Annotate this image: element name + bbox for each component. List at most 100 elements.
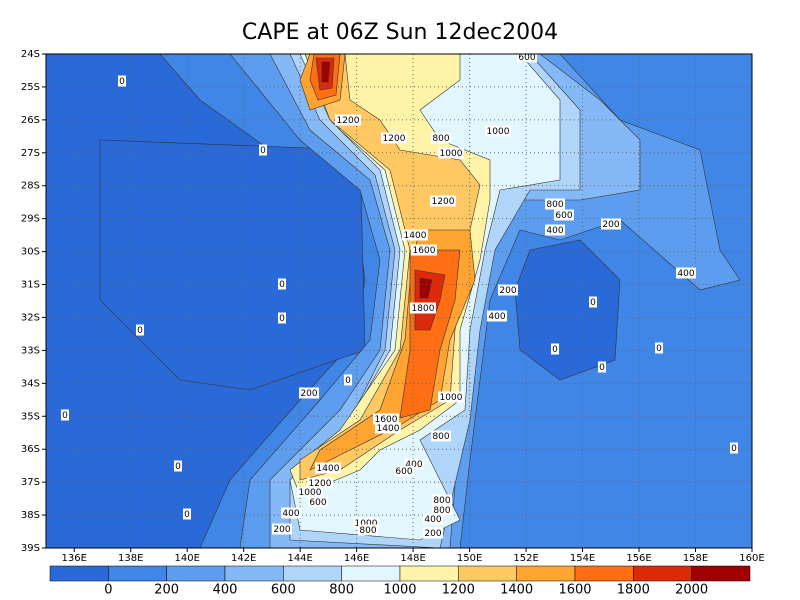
label-box	[61, 409, 69, 421]
colorbar-box	[224, 565, 284, 582]
label-box	[423, 513, 443, 525]
label-box	[411, 244, 437, 256]
contour-label: 400	[405, 460, 422, 470]
contour-label: 600	[309, 498, 326, 508]
colorbar-box	[49, 565, 109, 582]
label-box	[517, 51, 537, 63]
label-box	[183, 508, 191, 520]
label-box	[307, 477, 333, 489]
label-box	[118, 75, 126, 87]
colorbar-label: 400	[213, 583, 238, 598]
colorbar-label: 1400	[500, 583, 533, 598]
label-box	[438, 391, 464, 403]
colorbar-label: 200	[154, 583, 179, 598]
x-tick-label: 152E	[513, 553, 538, 564]
contour-label: 1200	[309, 479, 332, 489]
label-box	[381, 132, 407, 144]
label-box	[410, 302, 436, 314]
label-box	[281, 507, 301, 519]
label-box	[174, 460, 182, 472]
label-box	[344, 374, 352, 386]
contour-label: 200	[300, 389, 317, 399]
contour-label: 800	[433, 496, 450, 506]
contour-label: 1000	[487, 127, 510, 137]
label-box	[485, 125, 511, 137]
y-tick-label: 30S	[21, 247, 40, 258]
fill-region	[514, 239, 621, 381]
plot-frame	[45, 53, 753, 549]
label-box	[431, 132, 451, 144]
y-tick-label: 35S	[21, 411, 40, 422]
contour-label: 1200	[432, 197, 455, 207]
contour-label: 200	[424, 529, 441, 539]
label-box	[589, 296, 597, 308]
label-box	[404, 458, 424, 470]
contour-label: 0	[279, 280, 285, 290]
label-box	[432, 494, 452, 506]
y-tick-label: 36S	[21, 444, 40, 455]
colorbar-label: 1600	[558, 583, 591, 598]
label-box	[278, 278, 286, 290]
label-box	[308, 496, 328, 508]
label-box	[315, 462, 341, 474]
colorbar-box	[633, 565, 692, 582]
label-box	[551, 343, 559, 355]
label-box	[438, 147, 464, 159]
colorbar-label: 1200	[442, 583, 475, 598]
colorbar-box	[691, 565, 751, 582]
colorbar-label: 600	[271, 583, 296, 598]
label-box	[278, 312, 286, 324]
y-tick-label: 31S	[21, 280, 40, 291]
label-box	[373, 413, 399, 425]
x-tick-label: 138E	[118, 553, 143, 564]
label-box	[297, 486, 323, 498]
x-tick-label: 136E	[62, 553, 87, 564]
contour-label: 0	[552, 345, 558, 355]
x-tick-label: 156E	[626, 553, 651, 564]
colorbar-label: 0	[104, 583, 112, 598]
label-box	[554, 209, 574, 221]
contour-label: 400	[424, 515, 441, 525]
y-tick-label: 33S	[21, 345, 40, 356]
axes: 136E 138E 140E 142E 144E 146E 148E 150E 152E 154E…	[21, 49, 765, 564]
label-box	[394, 465, 414, 477]
contour-label: 400	[546, 226, 563, 236]
label-box	[498, 284, 518, 296]
label-box	[423, 527, 443, 539]
colorbar-box	[399, 565, 459, 582]
label-box	[432, 504, 452, 516]
y-tick-label: 29S	[21, 214, 40, 225]
contour-label: 600	[395, 467, 412, 477]
y-tick-label: 39S	[21, 543, 40, 554]
colorbar-label: 1800	[617, 583, 650, 598]
y-tick-label: 28S	[21, 181, 40, 192]
colorbar-box	[516, 565, 576, 582]
colorbar-box	[341, 565, 401, 582]
y-tick-label: 24S	[21, 49, 40, 60]
contour-label: 1200	[383, 134, 406, 144]
label-box	[655, 342, 663, 354]
contour-label: 0	[119, 77, 125, 87]
contour-label: 0	[137, 326, 143, 336]
x-tick-label: 154E	[570, 553, 595, 564]
contour-label: 0	[656, 344, 662, 354]
label-box	[545, 198, 565, 210]
y-tick-label: 27S	[21, 148, 40, 159]
label-box	[431, 430, 451, 442]
contour-label: 0	[184, 510, 190, 520]
contour-label: 0	[599, 363, 605, 373]
label-box	[272, 523, 292, 535]
contour-label: 1400	[404, 231, 427, 241]
label-box	[598, 361, 606, 373]
contour-label: 400	[488, 312, 505, 322]
colorbar-label: 2000	[675, 583, 708, 598]
contour-label: 0	[62, 411, 68, 421]
contour-label: 400	[677, 269, 694, 279]
colorbar-box	[166, 565, 226, 582]
contour-label: 600	[518, 53, 535, 63]
contour-label: 600	[555, 211, 572, 221]
contour-label: 800	[432, 432, 449, 442]
title: CAPE at 06Z Sun 12dec2004	[242, 20, 558, 45]
y-tick-label: 38S	[21, 510, 40, 521]
